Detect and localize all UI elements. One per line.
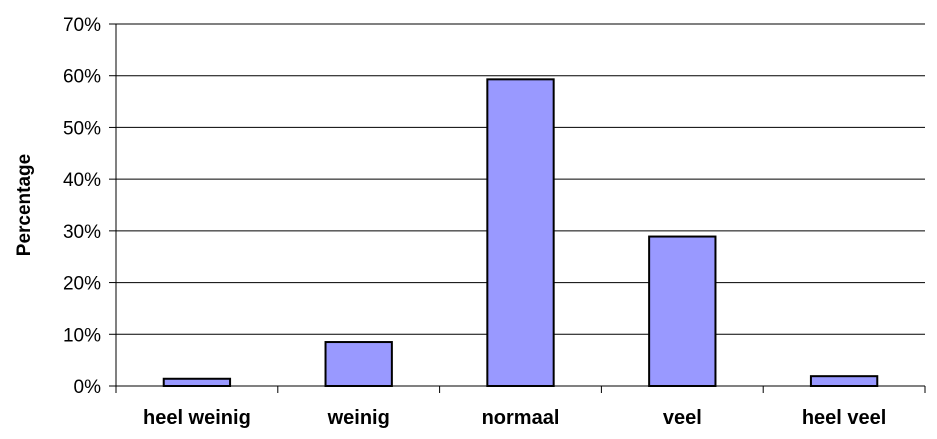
y-tick-label: 10% — [63, 325, 101, 346]
bar-heel-veel — [809, 375, 879, 387]
y-tick-label: 20% — [63, 274, 101, 295]
bar-weinig — [324, 341, 393, 387]
x-tick-labels: heel weinig weinig normaal veel heel veel — [115, 386, 926, 429]
bar-normaal — [486, 78, 555, 387]
y-tick-label: 50% — [63, 118, 101, 139]
x-tick-label: heel veel — [802, 407, 887, 429]
y-tick-label: 0% — [74, 377, 102, 398]
y-tick-labels: 0% 10% 20% 30% 40% 50% 60% 70% — [63, 15, 116, 398]
y-tick-label: 30% — [63, 222, 101, 243]
axes — [115, 24, 925, 387]
x-tick-label: heel weinig — [143, 407, 251, 429]
y-axis-title: Percentage — [14, 154, 35, 256]
y-tick-label: 60% — [63, 67, 101, 88]
bar-heel-weinig — [162, 377, 232, 388]
x-tick-label: normaal — [482, 407, 560, 429]
bar-veel — [648, 235, 717, 387]
x-tick-label: weinig — [327, 407, 390, 429]
x-tick-label: veel — [663, 407, 702, 429]
y-tick-label: 70% — [63, 15, 101, 36]
bars — [162, 78, 879, 388]
y-tick-label: 40% — [63, 170, 101, 191]
